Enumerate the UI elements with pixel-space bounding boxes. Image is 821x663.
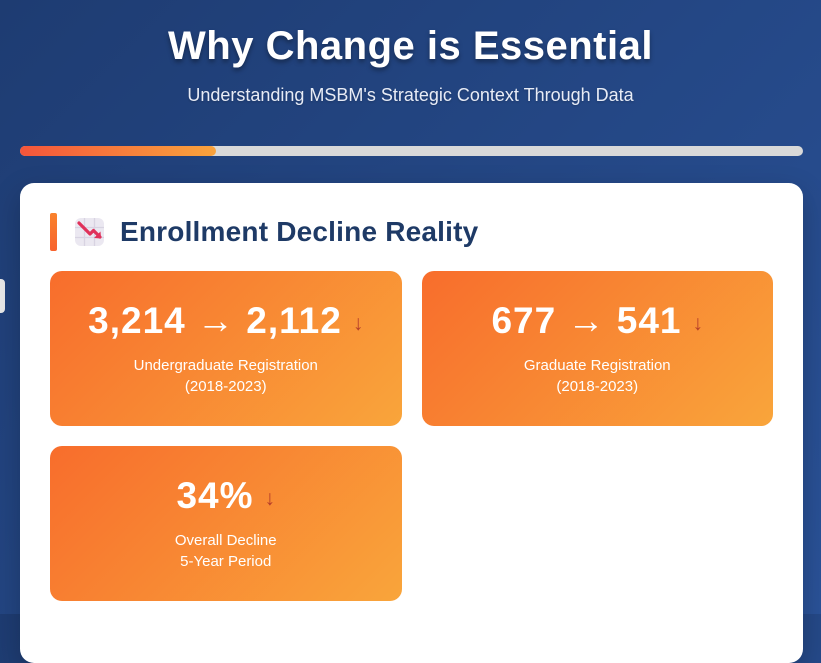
stat-value-row: 3,214 → 2,112 ↓: [88, 300, 363, 342]
stat-card-overall-decline: 34% ↓ Overall Decline 5-Year Period: [50, 446, 402, 601]
down-arrow-icon: ↓: [264, 487, 276, 510]
stat-label-line2: (2018-2023): [556, 378, 639, 395]
chart-decreasing-icon: [75, 218, 104, 246]
down-arrow-icon: ↓: [692, 312, 704, 335]
stat-label-line1: Overall Decline: [174, 532, 277, 549]
section-title: Enrollment Decline Reality: [120, 216, 479, 247]
accent-bar: [50, 213, 57, 251]
stat-value-row: 34% ↓: [176, 475, 275, 517]
down-arrow-icon: ↓: [352, 312, 364, 335]
stat-value: 3,214 → 2,112: [88, 300, 342, 341]
stat-label-line2: (2018-2023): [184, 378, 267, 395]
stat-label: Graduate Registration (2018-2023): [524, 355, 671, 397]
stat-label-line1: Undergraduate Registration: [133, 357, 318, 374]
section-header: Enrollment Decline Reality: [50, 213, 773, 251]
stat-label: Overall Decline 5-Year Period: [175, 530, 277, 572]
stat-value: 34%: [176, 475, 254, 516]
stat-label: Undergraduate Registration (2018-2023): [134, 355, 318, 397]
stat-card-graduate: 677 → 541 ↓ Graduate Registration (2018-…: [421, 271, 773, 426]
stat-value-row: 677 → 541 ↓: [491, 300, 703, 342]
stats-grid: 3,214 → 2,112 ↓ Undergraduate Registrati…: [50, 271, 773, 601]
slide-header: Why Change is Essential Understanding MS…: [0, 0, 821, 106]
progress-bar-track: [20, 146, 803, 156]
content-card: Enrollment Decline Reality 3,214 → 2,112…: [20, 183, 803, 663]
progress-bar-fill: [20, 146, 216, 156]
stat-card-undergraduate: 3,214 → 2,112 ↓ Undergraduate Registrati…: [50, 271, 402, 426]
stat-label-line1: Graduate Registration: [523, 357, 671, 374]
edge-peek-tab[interactable]: [0, 279, 5, 313]
stat-value: 677 → 541: [491, 300, 682, 341]
page-subtitle: Understanding MSBM's Strategic Context T…: [187, 85, 634, 105]
stat-label-line2: 5-Year Period: [180, 553, 272, 570]
page-title: Why Change is Essential: [168, 24, 653, 68]
